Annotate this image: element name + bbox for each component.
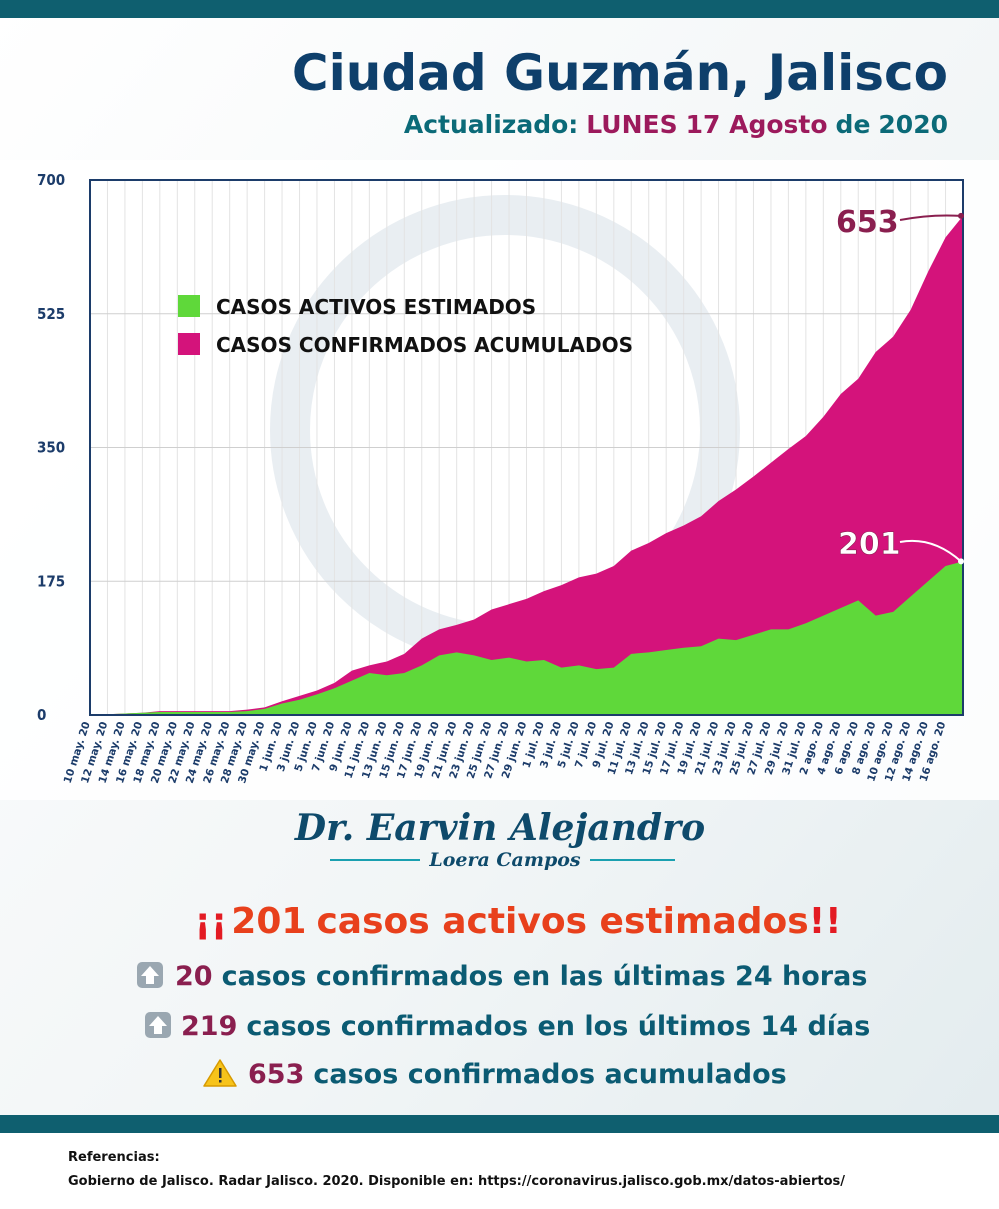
bottom-bar (0, 1115, 999, 1133)
end-label: 201 (838, 527, 901, 562)
title: Ciudad Guzmán, Jalisco (292, 44, 948, 102)
subtitle-part: LUNES (586, 110, 677, 139)
end-label: 653 (836, 205, 899, 240)
subtitle-part: 2020 (878, 110, 948, 139)
arrow-icon (137, 962, 163, 988)
references-heading: Referencias: (68, 1150, 160, 1165)
legend-label: CASOS CONFIRMADOS ACUMULADOS (216, 333, 633, 357)
subtitle-part: Actualizado: (404, 110, 578, 139)
summary-line: 20 casos confirmados en las últimas 24 ho… (175, 961, 867, 992)
legend-label: CASOS ACTIVOS ESTIMADOS (216, 295, 536, 319)
summary-number: 219 (181, 1011, 237, 1042)
arrow-icon (145, 1012, 171, 1038)
summary-line: 219 casos confirmados en los últimos 14 d… (181, 1011, 870, 1042)
summary-text: casos confirmados en las últimas 24 hora… (222, 961, 868, 992)
warning-icon (203, 1059, 237, 1087)
references-text: Gobierno de Jalisco. Radar Jalisco. 2020… (68, 1174, 845, 1189)
signature: Dr. Earvin Alejandro Loera Campos (294, 807, 705, 871)
signature-surname: Loera Campos (428, 849, 581, 871)
summary-number: 201 (231, 901, 306, 942)
y-tick-label: 525 (37, 305, 65, 323)
area (90, 215, 963, 715)
y-tick-label: 350 (37, 439, 65, 457)
summary-number: 20 (175, 961, 213, 992)
subtitle-part: de (836, 110, 871, 139)
top-bar (0, 0, 999, 18)
plot-border (89, 179, 964, 716)
footer (0, 1133, 999, 1209)
end-arrow-head (958, 558, 964, 565)
summary-prefix: ¡¡ (194, 901, 227, 942)
legend-swatch (178, 333, 200, 355)
y-tick-label: 0 (37, 706, 46, 724)
summary-text: casos confirmados acumulados (313, 1059, 786, 1090)
subtitle: Actualizado: LUNES 17 Agosto de 2020 (404, 110, 948, 139)
y-tick-label: 700 (37, 171, 65, 189)
end-arrow (899, 214, 962, 221)
subtitle-part: 17 Agosto (686, 110, 828, 139)
end-arrow-head (958, 212, 964, 219)
legend-swatch (178, 295, 200, 317)
signature-name: Dr. Earvin Alejandro (294, 807, 705, 849)
end-arrow (899, 539, 962, 563)
y-tick-label: 175 (37, 572, 65, 590)
area (90, 561, 963, 715)
summary-line: ¡¡ 201 casos activos estimados!! (194, 901, 841, 942)
summary-suffix: !! (809, 901, 842, 942)
summary-text: casos activos estimados (316, 901, 808, 942)
summary-line: 653 casos confirmados acumulados (248, 1059, 787, 1090)
summary-number: 653 (248, 1059, 304, 1090)
summary-text: casos confirmados en los últimos 14 días (246, 1011, 870, 1042)
